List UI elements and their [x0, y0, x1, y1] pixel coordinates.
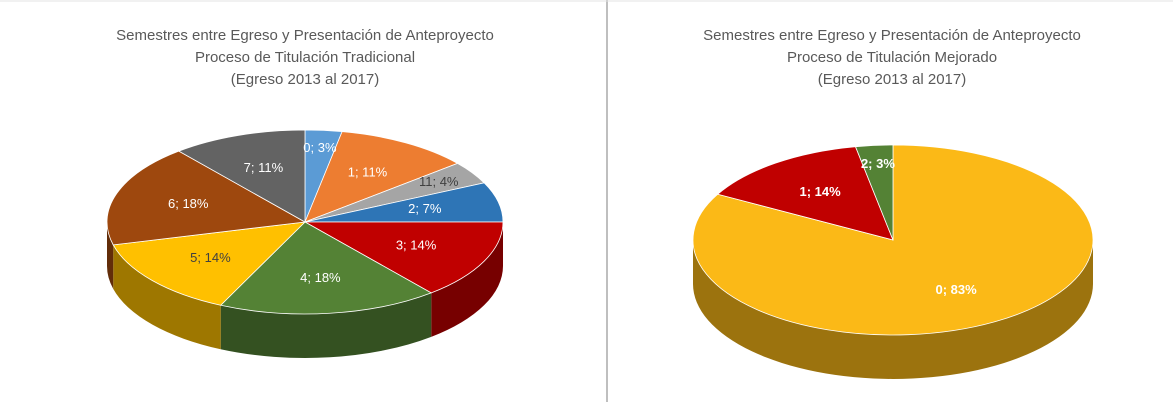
- data-label: 6; 18%: [168, 196, 209, 211]
- data-label: 4; 18%: [300, 270, 341, 285]
- slice: [716, 146, 894, 241]
- slice-side: [107, 222, 114, 289]
- chart-title: Semestres entre Egreso y Presentación de…: [703, 27, 1081, 44]
- slice: [303, 221, 504, 294]
- slice-side: [431, 222, 503, 337]
- slice: [112, 221, 307, 306]
- slice-side: [693, 240, 1093, 379]
- chart-subtitle: (Egreso 2013 al 2017): [231, 71, 379, 88]
- data-label: 3; 14%: [396, 238, 437, 253]
- data-label: 7; 11%: [244, 160, 284, 175]
- slice: [304, 131, 459, 223]
- data-label: 5; 14%: [190, 250, 231, 265]
- slice: [854, 144, 894, 241]
- data-label: 1; 14%: [800, 184, 842, 199]
- data-label: 11; 4%: [419, 174, 459, 189]
- slice: [219, 221, 433, 315]
- slice-side: [220, 292, 432, 358]
- slice: [106, 150, 307, 246]
- chart-title: Semestres entre Egreso y Presentación de…: [116, 27, 494, 44]
- slice: [177, 129, 306, 223]
- chart-subtitle: (Egreso 2013 al 2017): [818, 71, 966, 88]
- chart-subtitle: Proceso de Titulación Mejorado: [787, 49, 997, 66]
- slice-side: [113, 244, 221, 350]
- chart-subtitle: Proceso de Titulación Tradicional: [195, 49, 415, 66]
- data-label: 2; 7%: [408, 201, 442, 216]
- data-label: 1; 11%: [348, 164, 388, 179]
- data-label: 2; 3%: [861, 156, 895, 171]
- data-label: 0; 83%: [936, 282, 978, 297]
- data-label: 0; 3%: [303, 140, 337, 155]
